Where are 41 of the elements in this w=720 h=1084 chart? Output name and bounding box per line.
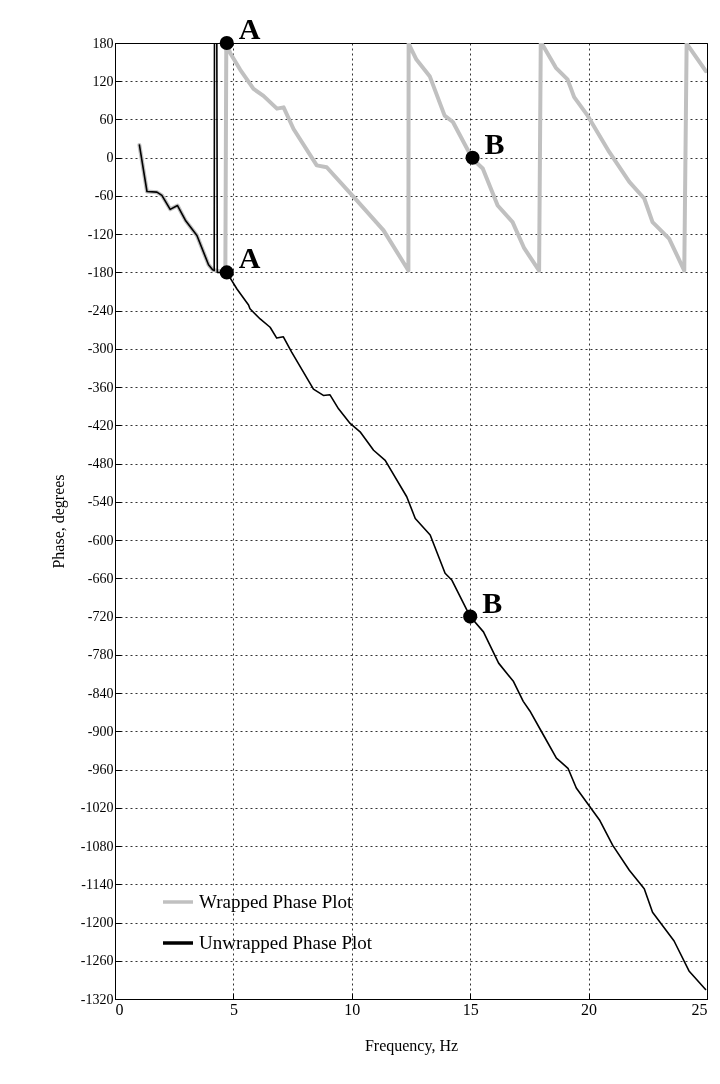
y-tick-label: -180 <box>87 264 114 280</box>
annotation: B <box>482 585 503 619</box>
y-tick-label: -840 <box>87 685 114 701</box>
y-tick-label: -1020 <box>80 800 114 816</box>
annotation: A <box>238 241 261 275</box>
y-tick-label: -360 <box>87 379 114 395</box>
x-axis-title: Frequency, Hz <box>364 1036 459 1055</box>
x-tick-label: 10 <box>344 1000 361 1018</box>
y-axis-title: Phase, degrees <box>49 474 68 569</box>
y-tick-label: -1260 <box>80 953 114 969</box>
legend-label: Unwrapped Phase Plot <box>199 932 373 953</box>
y-tick-label: -60 <box>94 188 114 204</box>
y-tick-label: -600 <box>87 532 114 548</box>
y-tick-label: -1080 <box>80 838 114 854</box>
x-tick-label: 5 <box>229 1000 238 1018</box>
point <box>219 265 234 280</box>
y-tick-label: -780 <box>87 647 114 663</box>
y-tick-label: -720 <box>87 609 114 625</box>
y-tick-label: -960 <box>87 762 114 778</box>
y-tick-label: -540 <box>87 494 114 510</box>
y-tick-label: 0 <box>106 150 114 166</box>
annotation: A <box>238 12 261 45</box>
y-tick-label: -120 <box>87 226 114 242</box>
y-tick-label: -660 <box>87 570 114 586</box>
y-tick-label: -240 <box>87 303 114 319</box>
y-tick-label: 60 <box>99 111 114 127</box>
y-tick-label: -420 <box>87 417 114 433</box>
y-tick-label: -480 <box>87 456 114 472</box>
x-tick-label: 15 <box>462 1000 479 1018</box>
y-tick-label: -1320 <box>80 991 114 1007</box>
y-tick-label: -900 <box>87 723 114 739</box>
y-tick-label: -1200 <box>80 915 114 931</box>
annotation: B <box>484 126 505 160</box>
y-tick-label: 120 <box>92 73 114 89</box>
x-tick-label: 20 <box>581 1000 598 1018</box>
y-tick-label: -300 <box>87 341 114 357</box>
x-tick-label: 25 <box>691 1000 708 1018</box>
y-tick-label: 180 <box>92 35 114 51</box>
point <box>463 609 478 624</box>
legend-label: Wrapped Phase Plot <box>199 891 354 912</box>
y-tick-label: -1140 <box>81 876 114 892</box>
